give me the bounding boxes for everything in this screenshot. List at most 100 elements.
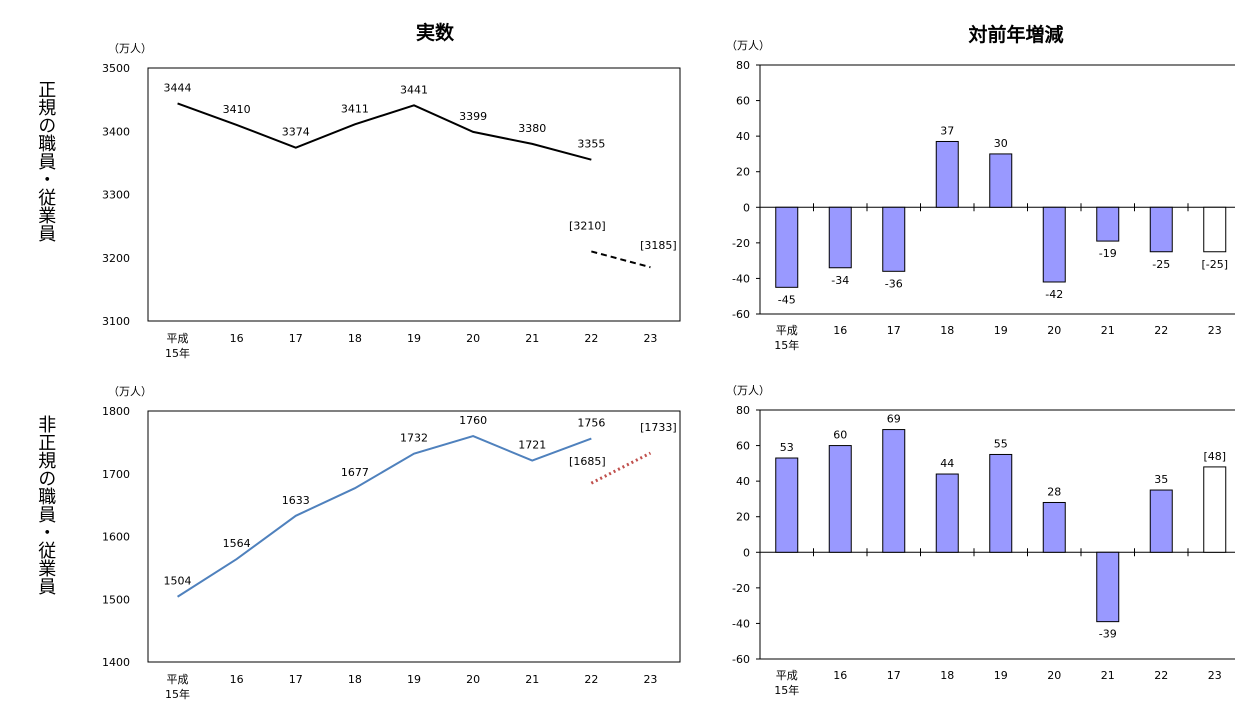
chart-nonregular-change: -60 -40 -20 0 20 40 60 80 （万人） 53 60 69 44 55 28 -39 35 [… [726, 384, 1235, 697]
bar [1149, 489, 1173, 553]
data-label: 1504 [164, 575, 192, 588]
bar [882, 429, 906, 553]
x-tick-label: 22 [584, 332, 598, 345]
bar [1096, 551, 1120, 623]
y-tick-label: 1700 [102, 468, 130, 481]
data-label: -19 [1099, 247, 1117, 260]
data-label: 3374 [282, 126, 310, 139]
data-label: [-25] [1201, 258, 1228, 271]
series-line-solid [177, 435, 592, 598]
bar-estimate [1203, 206, 1227, 253]
unit-label: （万人） [108, 385, 152, 398]
plot-frame [147, 410, 681, 663]
series-line-dotted [590, 451, 652, 485]
series-line-solid [177, 102, 592, 161]
bar [935, 473, 959, 553]
y-tick-label: 1500 [102, 593, 130, 606]
bar [989, 153, 1013, 208]
bar [1042, 206, 1066, 283]
y-tick-label: 0 [743, 201, 750, 214]
data-label: -45 [778, 293, 796, 306]
x-tick-label: 20 [1047, 669, 1061, 682]
x-tick-label: 22 [1154, 669, 1168, 682]
y-tick-label: 3400 [102, 125, 130, 138]
y-tick-label: 1600 [102, 531, 130, 544]
y-tick-label: 20 [736, 166, 750, 179]
x-tick-label: 23 [1208, 324, 1222, 337]
x-tick-label: 20 [1047, 324, 1061, 337]
data-label: 37 [940, 124, 954, 137]
y-tick-label: 3100 [102, 315, 130, 328]
y-tick-label: 1400 [102, 656, 130, 669]
unit-label: （万人） [726, 39, 770, 52]
y-tick-label: 80 [736, 59, 750, 72]
data-label: -34 [831, 274, 849, 287]
x-tick-label: 平成 15年 [774, 669, 799, 697]
x-tick-label: 23 [643, 332, 657, 345]
data-label: [1685] [569, 455, 606, 468]
data-label: 30 [994, 137, 1008, 150]
x-tick-label: 23 [643, 673, 657, 686]
x-tick-label: 19 [994, 669, 1008, 682]
row-label-nonregular: 非正規の職員・従業員 [35, 415, 57, 595]
bar [775, 457, 799, 553]
bar [1042, 501, 1066, 553]
data-label: 69 [887, 413, 901, 426]
data-label: 3380 [518, 122, 546, 135]
x-tick-label: 17 [887, 324, 901, 337]
chart-regular-actual: 3100 3200 3300 3400 3500 （万人） 平成 15年 16 17 18 19 20 2… [102, 42, 681, 360]
y-tick-label: -40 [732, 617, 750, 630]
bar [828, 206, 852, 269]
x-tick-label: 平成 15年 [165, 332, 190, 360]
title-change: 対前年増減 [968, 24, 1064, 46]
y-tick-label: 60 [736, 95, 750, 108]
data-label: [1733] [640, 421, 677, 434]
unit-label: （万人） [108, 42, 152, 55]
y-tick-label: 3200 [102, 252, 130, 265]
y-tick-label: -20 [732, 582, 750, 595]
series-line-dashed [591, 250, 651, 269]
x-tick-label: 21 [525, 332, 539, 345]
bar [935, 140, 959, 208]
data-label: -42 [1045, 288, 1063, 301]
data-label: 60 [833, 429, 847, 442]
x-tick-label: 21 [1101, 324, 1115, 337]
x-tick-label: 21 [1101, 669, 1115, 682]
data-label: 3410 [223, 103, 251, 116]
data-label: 3411 [341, 102, 369, 115]
y-tick-label: 1800 [102, 405, 130, 418]
bar [1149, 206, 1173, 253]
y-tick-label: 60 [736, 440, 750, 453]
x-tick-label: 18 [940, 324, 954, 337]
data-label: 1732 [400, 432, 428, 445]
x-tick-label: 18 [348, 332, 362, 345]
data-label: 55 [994, 437, 1008, 450]
y-tick-label: -40 [732, 272, 750, 285]
data-label: 1633 [282, 494, 310, 507]
x-tick-label: 22 [1154, 324, 1168, 337]
bar [1096, 206, 1120, 242]
data-label: 53 [780, 441, 794, 454]
y-tick-label: 40 [736, 130, 750, 143]
x-tick-label: 23 [1208, 669, 1222, 682]
data-label: 3399 [459, 110, 487, 123]
data-label: 3444 [164, 81, 192, 94]
y-tick-label: 40 [736, 475, 750, 488]
y-tick-label: 0 [743, 546, 750, 559]
x-tick-label: 16 [833, 669, 847, 682]
data-label: 1756 [577, 417, 605, 430]
x-tick-label: 19 [407, 673, 421, 686]
bar [828, 445, 852, 553]
bar [882, 206, 906, 272]
data-label: [3210] [569, 219, 606, 232]
data-label: 35 [1154, 473, 1168, 486]
x-tick-label: 17 [289, 673, 303, 686]
data-label: -36 [885, 277, 903, 290]
bar-estimate [1203, 466, 1227, 553]
bar [989, 453, 1013, 553]
y-tick-label: 80 [736, 404, 750, 417]
y-tick-label: -60 [732, 308, 750, 321]
plot-frame [147, 67, 681, 322]
unit-label: （万人） [726, 384, 770, 397]
x-tick-label: 18 [940, 669, 954, 682]
